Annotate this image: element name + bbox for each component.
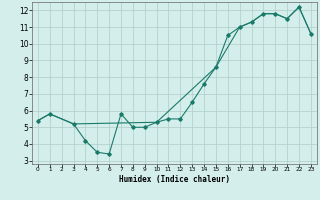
X-axis label: Humidex (Indice chaleur): Humidex (Indice chaleur): [119, 175, 230, 184]
